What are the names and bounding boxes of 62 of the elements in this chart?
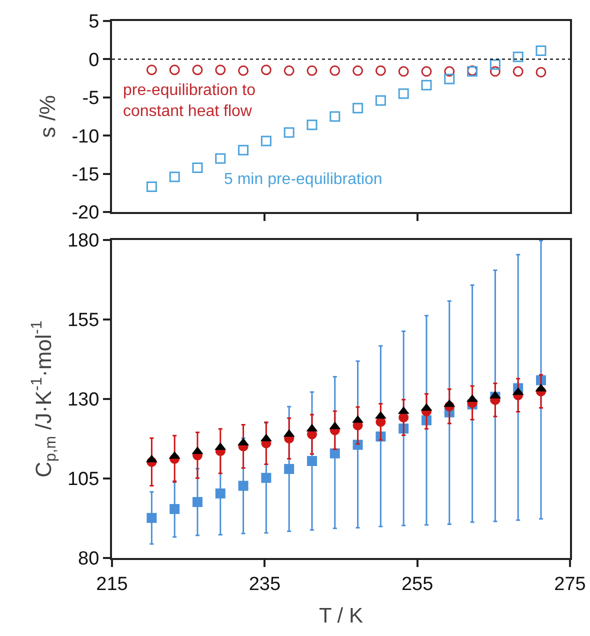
y-tick-label: -5 <box>82 88 100 110</box>
point <box>306 120 318 130</box>
y-tick-label: 130 <box>67 390 100 411</box>
y-tick-label: -20 <box>72 202 100 224</box>
x-tick-label: 255 <box>401 574 434 595</box>
point <box>215 64 226 76</box>
point <box>421 80 432 90</box>
point <box>375 95 386 106</box>
point <box>169 172 180 182</box>
y-tick-label: -10 <box>72 126 100 148</box>
x-tick-label: 275 <box>554 574 586 595</box>
point <box>146 512 157 523</box>
y-tick-label: 5 <box>88 12 100 33</box>
point <box>330 111 340 122</box>
point <box>352 102 364 114</box>
x-axis-title: T / K <box>319 604 363 628</box>
point <box>238 480 248 491</box>
point <box>375 65 386 76</box>
point <box>536 66 546 78</box>
point <box>306 65 318 76</box>
point <box>260 64 272 76</box>
point <box>352 65 364 76</box>
point <box>170 504 180 514</box>
point <box>490 66 500 77</box>
point <box>261 472 272 483</box>
point <box>146 182 157 192</box>
y-tick-label: 80 <box>78 548 100 570</box>
point <box>444 66 455 77</box>
series-label: 5 min pre-equilibration <box>224 171 382 188</box>
y-axis-title: s /% <box>35 95 60 138</box>
point <box>536 46 546 56</box>
point <box>284 464 294 474</box>
point <box>146 64 157 76</box>
series-label: pre-equilibration to constant heat flow <box>123 82 256 120</box>
point <box>330 448 340 458</box>
point <box>192 64 203 76</box>
point <box>284 127 294 138</box>
y-tick-label: 180 <box>67 230 100 252</box>
point <box>330 65 340 76</box>
point <box>238 65 249 76</box>
point <box>398 66 409 77</box>
point <box>260 136 272 146</box>
point <box>284 65 294 76</box>
y-tick-label: -15 <box>72 164 100 186</box>
point <box>306 456 317 466</box>
y-tick-label: 155 <box>67 310 100 332</box>
point <box>512 66 524 77</box>
point <box>169 64 180 76</box>
x-tick-label: 215 <box>96 574 128 595</box>
point <box>512 52 524 62</box>
point <box>444 74 455 84</box>
point <box>215 153 226 164</box>
point <box>238 144 249 156</box>
point <box>192 497 202 508</box>
y-tick-label: 0 <box>88 50 100 71</box>
x-tick-label: 235 <box>248 574 281 595</box>
point <box>490 59 500 70</box>
y-tick-label: 105 <box>67 469 100 490</box>
point <box>192 162 203 173</box>
point <box>398 88 409 99</box>
point <box>215 488 226 498</box>
point <box>421 66 432 77</box>
